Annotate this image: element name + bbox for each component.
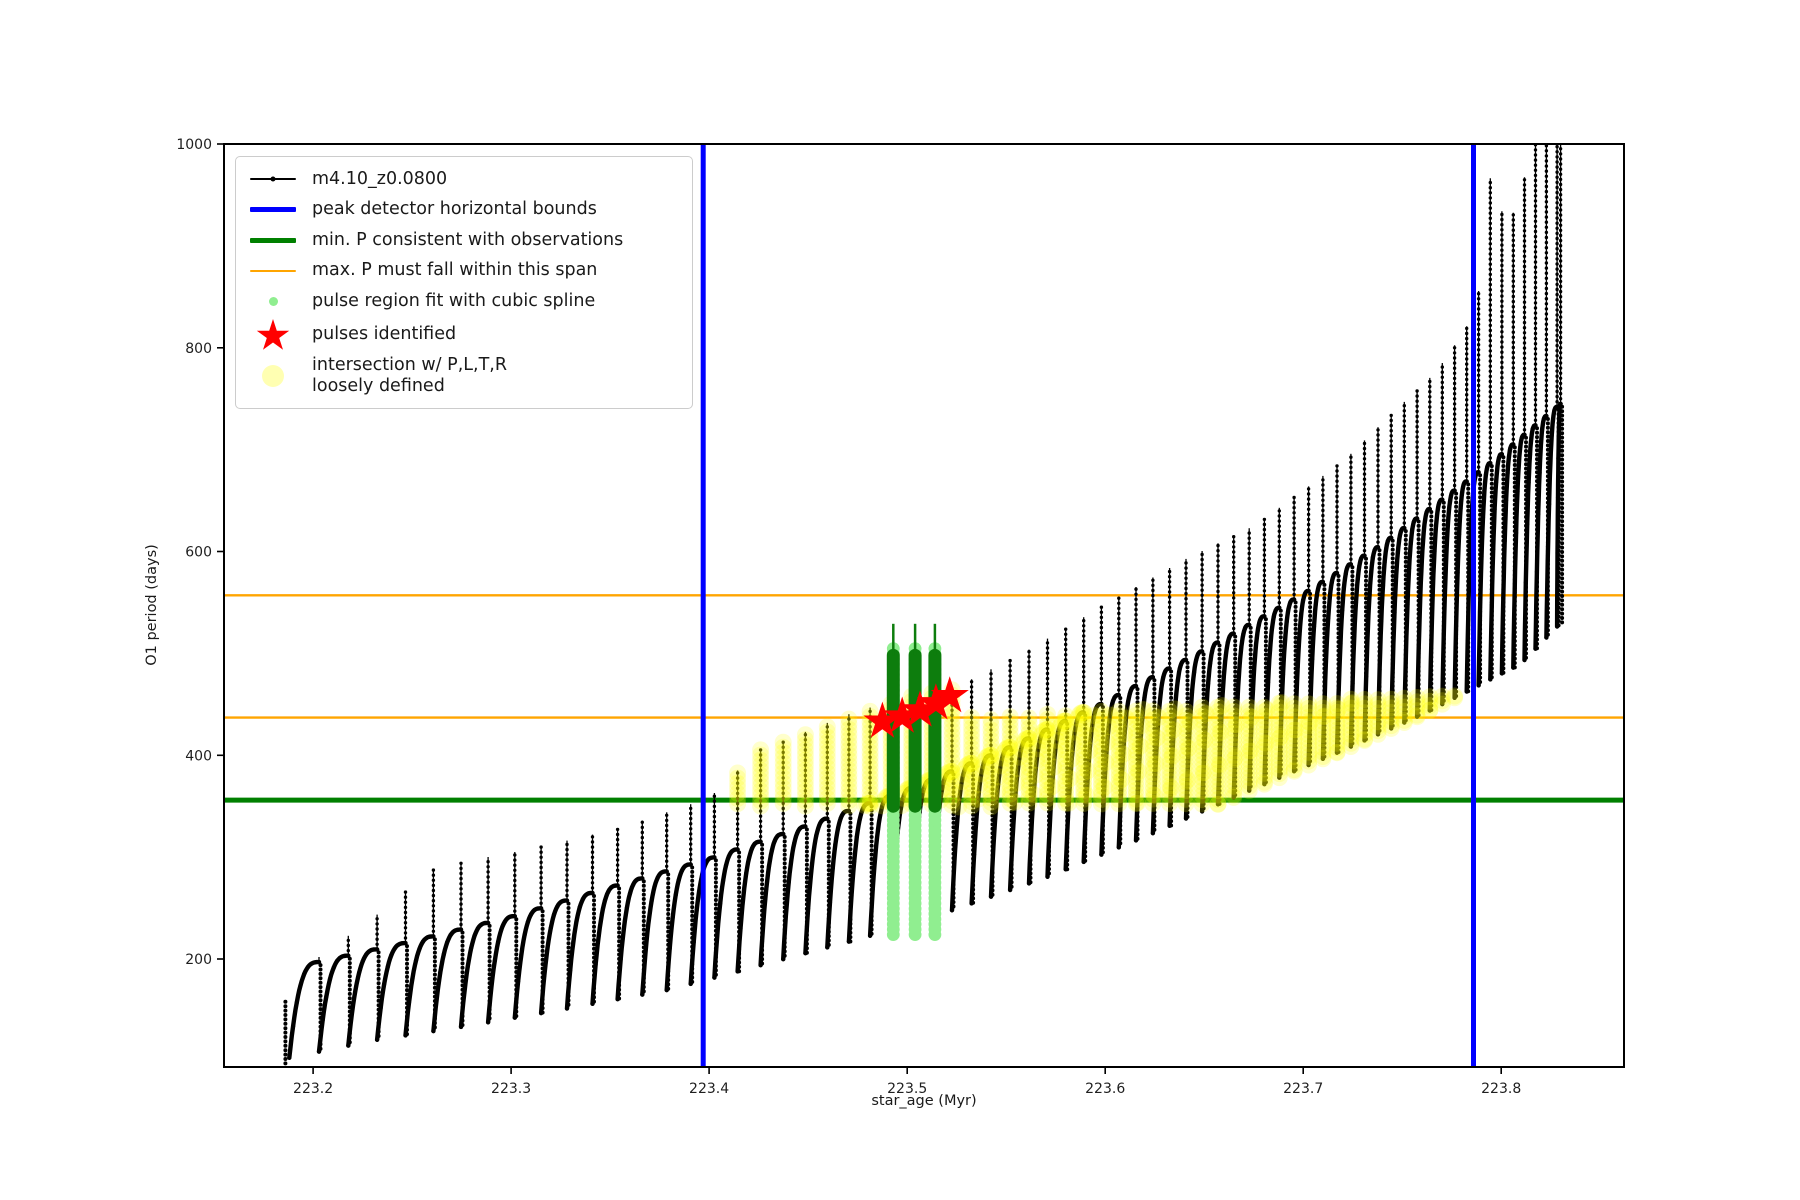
pulse-stars-layer xyxy=(863,676,969,738)
blue-line-icon xyxy=(242,207,304,213)
legend-entry-peak-bounds: peak detector horizontal bounds xyxy=(242,195,682,226)
main-series-layer xyxy=(283,143,1565,1066)
peak-bound-vlines xyxy=(700,144,1476,1067)
legend-label: max. P must fall within this span xyxy=(312,260,598,281)
legend-entry-pulses: pulses identified xyxy=(242,317,682,353)
legend-entry-intersection: intersection w/ P,L,T,R loosely defined xyxy=(242,353,682,399)
legend-entry-max-p: max. P must fall within this span xyxy=(242,256,682,287)
y-axis-label: O1 period (days) xyxy=(144,544,160,666)
axes-layer: 223.2 223.3 223.4 223.5 223.6 223.7 223.820040… xyxy=(176,137,1625,1097)
green-line-icon xyxy=(242,237,304,243)
series-line-dot-icon xyxy=(242,176,304,182)
red-star-icon xyxy=(242,317,304,353)
intersection-layer xyxy=(729,681,1464,816)
paleyellow-dot-icon xyxy=(242,364,304,387)
legend-label: intersection w/ P,L,T,R loosely defined xyxy=(312,354,507,396)
orange-line-icon xyxy=(242,269,304,273)
legend-entry-spline: pulse region fit with cubic spline xyxy=(242,286,682,317)
lightgreen-dot-icon xyxy=(242,297,304,307)
legend-label: min. P consistent with observations xyxy=(312,229,624,250)
legend-label: pulses identified xyxy=(312,324,457,345)
spline-bars-layer xyxy=(886,623,942,813)
legend-entry-min-p: min. P consistent with observations xyxy=(242,225,682,256)
legend-entry-series: m4.10_z0.0800 xyxy=(242,164,682,195)
legend-label: pulse region fit with cubic spline xyxy=(312,291,596,311)
legend-label: m4.10_z0.0800 xyxy=(312,168,448,189)
x-axis-label: star_age (Myr) xyxy=(871,1093,977,1109)
legend: m4.10_z0.0800 peak detector horizontal b… xyxy=(235,156,693,409)
legend-label: peak detector horizontal bounds xyxy=(312,199,597,220)
